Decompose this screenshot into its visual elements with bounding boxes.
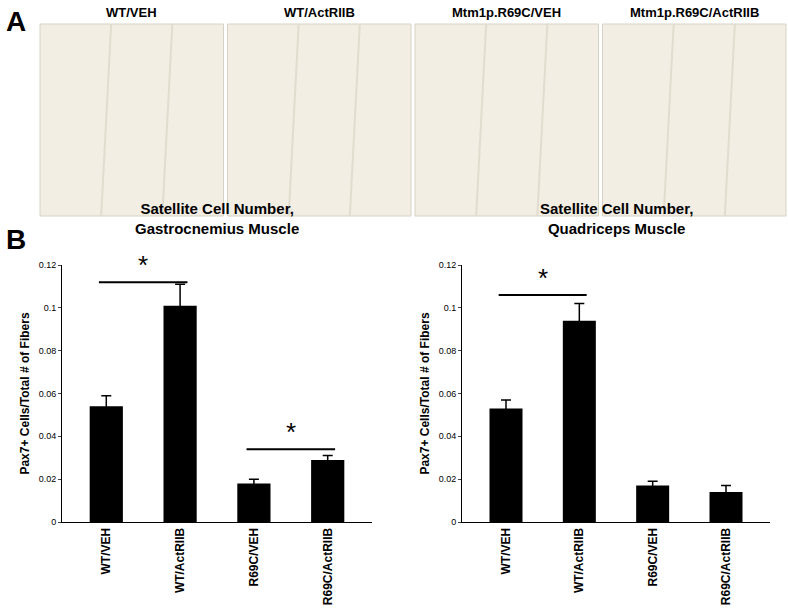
- svg-text:R69C/VEH: R69C/VEH: [247, 528, 261, 587]
- svg-text:Mtm1p.R69C/VEH: Mtm1p.R69C/VEH: [452, 5, 561, 20]
- svg-text:0.12: 0.12: [39, 260, 57, 270]
- svg-text:R69C/ActRIIB: R69C/ActRIIB: [719, 527, 733, 605]
- svg-text:A: A: [6, 6, 26, 37]
- svg-text:Pax7+ Cells/Total # of Fibers: Pax7+ Cells/Total # of Fibers: [18, 312, 32, 474]
- svg-text:0.1: 0.1: [444, 303, 457, 313]
- svg-text:WT/VEH: WT/VEH: [106, 5, 157, 20]
- svg-text:WT/ActRIIB: WT/ActRIIB: [284, 5, 355, 20]
- svg-text:WT/ActRIIB: WT/ActRIIB: [173, 527, 187, 593]
- svg-text:Satellite Cell Number,Quadrice: Satellite Cell Number,Quadriceps Muscle: [540, 200, 693, 237]
- svg-text:Satellite Cell Number,Gastrocn: Satellite Cell Number,Gastrocnemius Musc…: [135, 200, 299, 237]
- svg-text:0.06: 0.06: [39, 389, 57, 399]
- svg-text:0: 0: [451, 517, 456, 527]
- svg-text:0.02: 0.02: [39, 474, 57, 484]
- svg-text:WT/VEH: WT/VEH: [499, 528, 513, 575]
- svg-text:0.04: 0.04: [439, 431, 457, 441]
- svg-text:R69C/ActRIIB: R69C/ActRIIB: [321, 527, 335, 605]
- svg-text:0.12: 0.12: [439, 260, 457, 270]
- svg-text:0.04: 0.04: [39, 431, 57, 441]
- svg-text:B: B: [6, 224, 26, 255]
- svg-text:*: *: [538, 263, 548, 293]
- svg-text:0.02: 0.02: [439, 474, 457, 484]
- svg-text:Pax7+ Cells/Total # of Fibers: Pax7+ Cells/Total # of Fibers: [418, 312, 432, 474]
- svg-text:0.06: 0.06: [439, 389, 457, 399]
- svg-text:R69C/VEH: R69C/VEH: [646, 528, 660, 587]
- svg-text:*: *: [286, 417, 296, 447]
- svg-text:*: *: [138, 250, 148, 280]
- svg-text:0.08: 0.08: [39, 346, 57, 356]
- svg-text:0: 0: [51, 517, 56, 527]
- svg-text:0.1: 0.1: [44, 303, 57, 313]
- svg-text:Mtm1p.R69C/ActRIIB: Mtm1p.R69C/ActRIIB: [630, 5, 759, 20]
- svg-text:WT/ActRIIB: WT/ActRIIB: [572, 527, 586, 593]
- svg-text:0.08: 0.08: [439, 346, 457, 356]
- svg-text:WT/VEH: WT/VEH: [99, 528, 113, 575]
